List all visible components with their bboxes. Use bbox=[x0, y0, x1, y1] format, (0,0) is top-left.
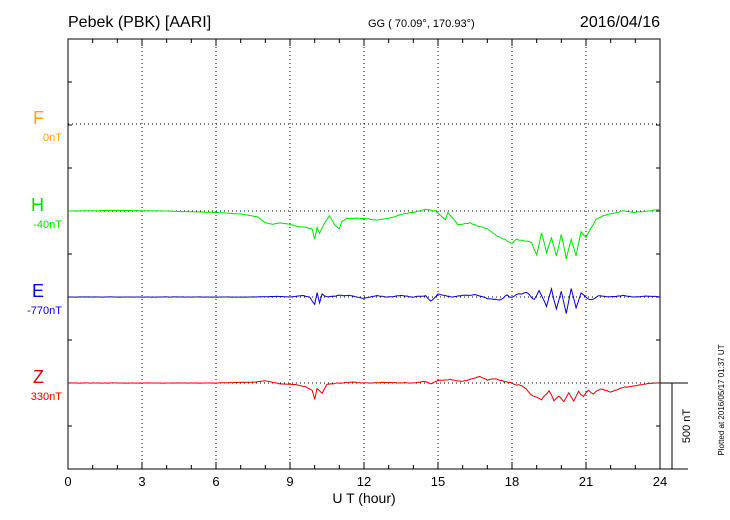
baseline-label-Z: 330nT bbox=[31, 391, 62, 403]
series-lines bbox=[67, 208, 661, 403]
tick-marks bbox=[67, 38, 661, 470]
x-tick-label: 0 bbox=[64, 474, 71, 489]
baseline-grid bbox=[68, 123, 660, 384]
x-tick-label: 15 bbox=[431, 474, 445, 489]
plot-date: 2016/04/16 bbox=[580, 14, 660, 31]
x-tick-label: 9 bbox=[286, 474, 293, 489]
scale-bar bbox=[660, 382, 688, 470]
component-label-E: E bbox=[32, 281, 44, 301]
station-title: Pebek (PBK) [AARI] bbox=[68, 14, 211, 31]
x-tick-label: 12 bbox=[357, 474, 371, 489]
x-tick-label: 24 bbox=[653, 474, 667, 489]
plotted-at-note: Plotted at 2016/05/17 01:37 UT bbox=[717, 344, 726, 455]
baseline-label-E: -770nT bbox=[27, 305, 62, 317]
series-line-E bbox=[68, 286, 661, 314]
x-axis-label: U T (hour) bbox=[332, 490, 395, 506]
baseline-label-H: -40nT bbox=[33, 219, 62, 231]
baseline-label-F: 0nT bbox=[43, 132, 62, 144]
component-label-Z: Z bbox=[33, 367, 44, 387]
series-line-Z bbox=[67, 375, 661, 403]
scale-bar-label: 500 nT bbox=[681, 409, 693, 444]
x-tick-label: 6 bbox=[212, 474, 219, 489]
x-tick-label: 18 bbox=[505, 474, 519, 489]
station-coordinates: GG ( 70.09°, 170.93°) bbox=[368, 18, 475, 30]
x-tick-label: 21 bbox=[579, 474, 593, 489]
x-tick-label: 3 bbox=[138, 474, 145, 489]
series-line-H bbox=[68, 208, 661, 260]
component-label-H: H bbox=[31, 195, 44, 215]
vertical-grid bbox=[141, 39, 587, 469]
component-label-F: F bbox=[33, 108, 44, 128]
x-tick-labels: 0 3 6 9 12 15 18 21 24 bbox=[64, 474, 667, 489]
